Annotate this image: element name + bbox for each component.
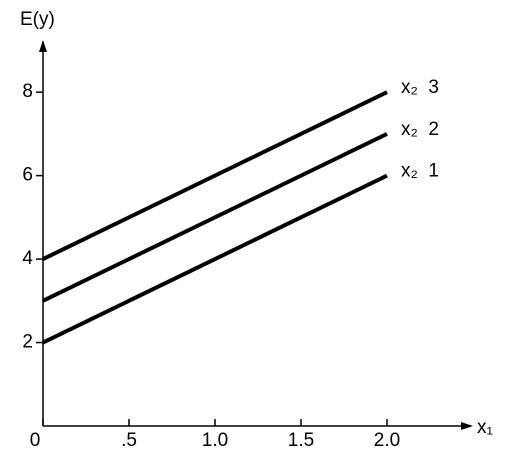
series-line <box>42 90 388 261</box>
series-label: x₂ 2 <box>401 119 439 140</box>
y-tick-label: 6 <box>22 165 33 186</box>
x-tick-label: .5 <box>121 430 137 451</box>
x-axis-label: x₁ <box>477 417 493 438</box>
series-line <box>42 132 388 303</box>
x-tick-label: 2.0 <box>374 430 400 451</box>
series-label: x₂ 1 <box>401 161 439 182</box>
series-label: x₂ 3 <box>401 77 439 98</box>
x-axis-arrow <box>461 422 473 430</box>
y-axis-label: E(y) <box>20 9 55 30</box>
y-tick-label: 4 <box>22 248 33 269</box>
y-axis-arrow <box>39 40 47 52</box>
y-tick-label: 2 <box>22 332 33 353</box>
series-line <box>42 173 388 345</box>
x-tick-label: 1.5 <box>288 430 314 451</box>
x-tick-label: 1.0 <box>202 430 228 451</box>
x-tick-label: 0 <box>30 430 41 451</box>
y-tick-label: 8 <box>22 81 33 102</box>
